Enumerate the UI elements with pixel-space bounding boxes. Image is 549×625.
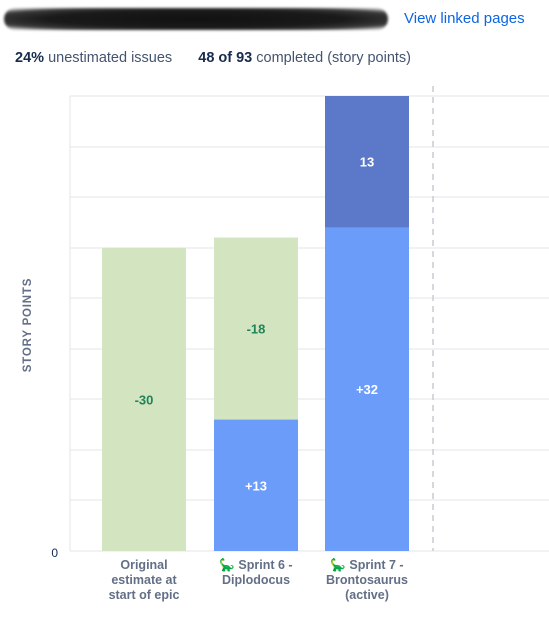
x-category-label-2-line-0: 🦕 Sprint 7 - bbox=[330, 557, 403, 572]
bar-1-segment-removed-scope bbox=[214, 237, 298, 420]
bar-2-segment-label: +32 bbox=[356, 382, 378, 397]
bar-1-segment-added-scope bbox=[214, 419, 298, 551]
stats-row: 24% unestimated issues 48 of 93 complete… bbox=[15, 50, 411, 66]
bar-0-segment-removed-scope bbox=[102, 247, 186, 551]
bar-1-segment-label: +13 bbox=[245, 478, 267, 493]
x-category-label-0-line-1: estimate at bbox=[111, 573, 177, 587]
x-category-label-2-line-2: (active) bbox=[345, 588, 389, 602]
completed-label: completed (story points) bbox=[256, 50, 412, 66]
redacted-epic-title bbox=[4, 8, 388, 30]
bar-0-segment-label: -30 bbox=[135, 392, 154, 407]
bar-2-segment-added-scope bbox=[325, 227, 409, 551]
unestimated-percent: 24% bbox=[15, 50, 45, 66]
bar-2-segment-label: 13 bbox=[360, 155, 374, 170]
unestimated-label: unestimated issues bbox=[48, 50, 173, 66]
x-category-label-1-line-0: 🦕 Sprint 6 - bbox=[219, 557, 292, 572]
view-linked-pages-link[interactable]: View linked pages bbox=[404, 10, 525, 27]
bar-2-segment-completed bbox=[325, 96, 409, 228]
bar-1-segment-label: -18 bbox=[247, 322, 266, 337]
x-category-label-0-line-2: start of epic bbox=[109, 588, 180, 602]
completed-value: 48 of 93 bbox=[198, 50, 253, 66]
y-axis-label: STORY POINTS bbox=[22, 278, 34, 372]
x-category-label-1-line-1: Diplodocus bbox=[222, 573, 290, 587]
x-category-label-0-line-0: Original bbox=[120, 558, 167, 572]
x-category-label-2-line-1: Brontosaurus bbox=[326, 573, 408, 587]
y-tick-label-0: 0 bbox=[51, 546, 58, 560]
